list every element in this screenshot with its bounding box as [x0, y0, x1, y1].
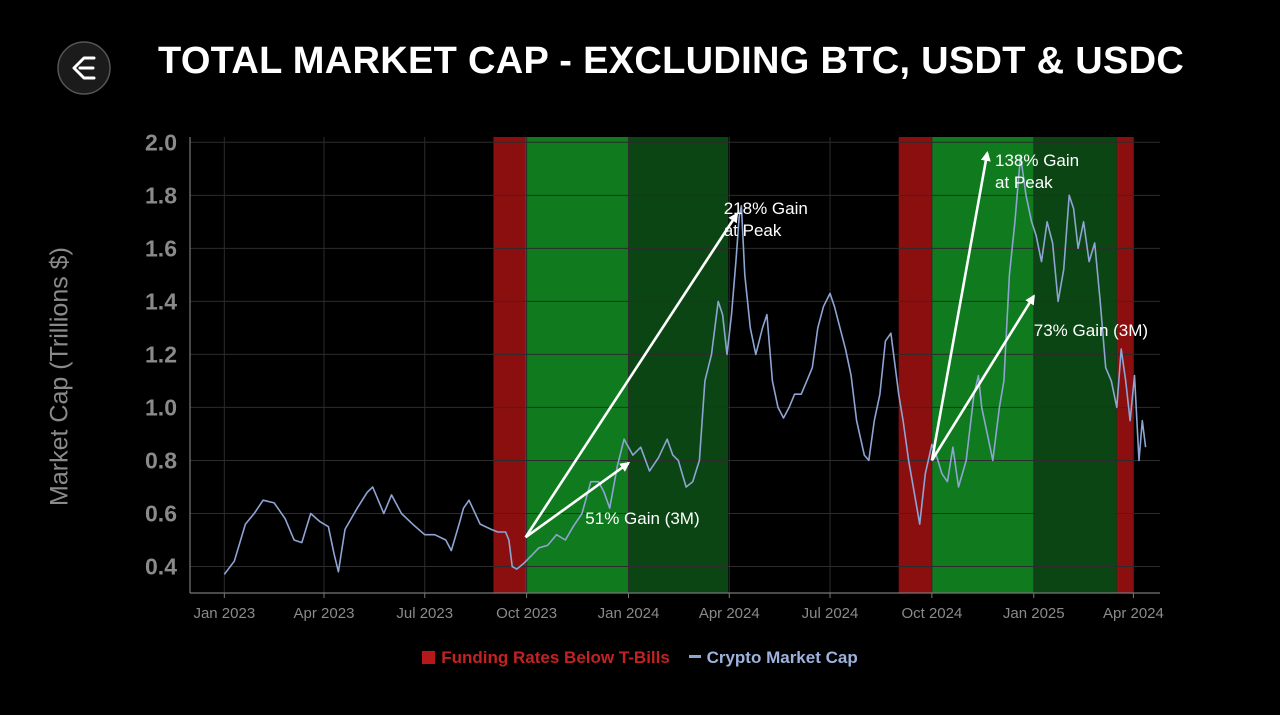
shaded-region-0 [493, 137, 526, 593]
y-tick-label-1: 0.6 [145, 500, 177, 526]
x-tick-label-0: Jan 2023 [193, 605, 255, 622]
shaded-region-2 [628, 137, 729, 593]
y-tick-label-4: 1.2 [145, 341, 177, 367]
sigma-logo-icon [57, 41, 111, 95]
annotation-arrow-2 [930, 150, 991, 461]
y-tick-label-7: 1.8 [145, 182, 177, 208]
x-tick-label-3: Oct 2023 [496, 605, 557, 622]
shaded-region-3 [898, 137, 932, 593]
legend-label-market-cap: Crypto Market Cap [706, 648, 858, 667]
x-tick-label-4: Jan 2024 [598, 605, 660, 622]
annotation-label-1-0: 51% Gain (3M) [585, 509, 699, 528]
series-line-0 [223, 154, 1147, 575]
page-title: TOTAL MARKET CAP - EXCLUDING BTC, USDT &… [158, 40, 1185, 82]
y-tick-label-3: 1.0 [145, 394, 177, 420]
y-tick-label-0: 0.4 [145, 553, 177, 579]
x-tick-label-5: Apr 2024 [699, 605, 760, 622]
y-tick-label-2: 0.8 [145, 447, 177, 473]
shaded-region-6 [1116, 137, 1134, 593]
shaded-region-4 [931, 137, 1034, 593]
shaded-region-1 [525, 137, 629, 593]
y-tick-label-5: 1.4 [145, 288, 177, 314]
annotation-arrow-1 [524, 461, 631, 539]
x-tick-label-6: Jul 2024 [802, 605, 859, 622]
legend-swatch-market-cap [688, 655, 701, 658]
annotation-label-2-1: at Peak [995, 173, 1053, 192]
x-tick-label-7: Oct 2024 [901, 605, 962, 622]
x-tick-label-1: Apr 2023 [294, 605, 355, 622]
y-tick-label-8: 2.0 [145, 129, 177, 155]
legend-swatch-funding [422, 651, 436, 664]
annotation-label-0-1: at Peak [724, 221, 782, 240]
annotation-arrow-3 [930, 294, 1035, 462]
shaded-region-5 [1033, 137, 1117, 593]
y-tick-label-6: 1.6 [145, 235, 177, 261]
x-tick-label-9: Apr 2024 [1103, 605, 1164, 622]
annotation-label-0-0: 218% Gain [724, 199, 808, 218]
annotation-label-2-0: 138% Gain [995, 151, 1079, 170]
annotation-arrow-0 [524, 212, 739, 539]
annotation-label-3-0: 73% Gain (3M) [1034, 321, 1148, 340]
legend-label-funding: Funding Rates Below T-Bills [441, 648, 670, 667]
legend: Funding Rates Below T-Bills Crypto Marke… [0, 648, 1280, 668]
x-tick-label-2: Jul 2023 [396, 605, 453, 622]
x-tick-label-8: Jan 2025 [1003, 605, 1065, 622]
